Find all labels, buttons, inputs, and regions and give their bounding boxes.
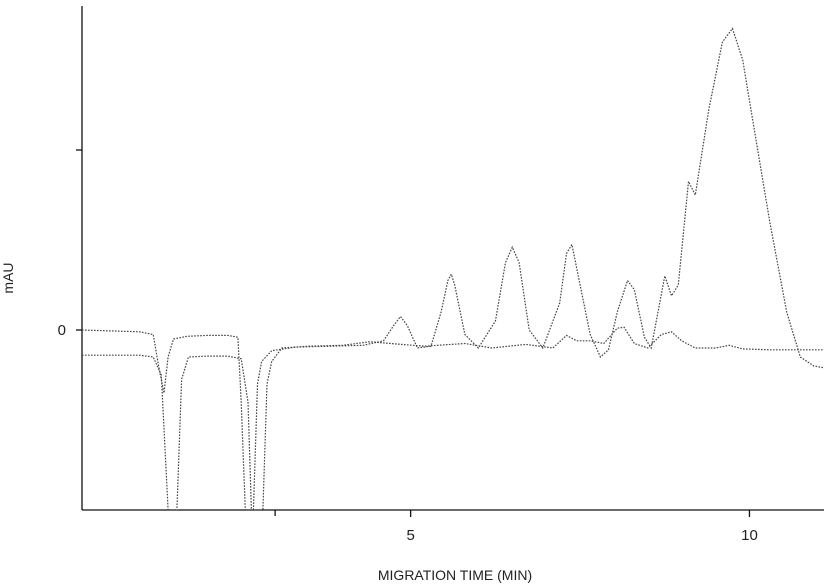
x-tick-label: 10 <box>741 527 758 544</box>
x-axis-label: MIGRATION TIME (MIN) <box>378 567 532 583</box>
trace-2-line <box>82 326 824 511</box>
trace-1-line <box>81 27 825 511</box>
y-tick-label: 0 <box>58 322 66 339</box>
axes: 5 10 0 <box>58 6 824 544</box>
traces <box>81 27 825 511</box>
x-tick-label: 5 <box>406 527 414 544</box>
y-axis-label: mAU <box>0 262 16 293</box>
